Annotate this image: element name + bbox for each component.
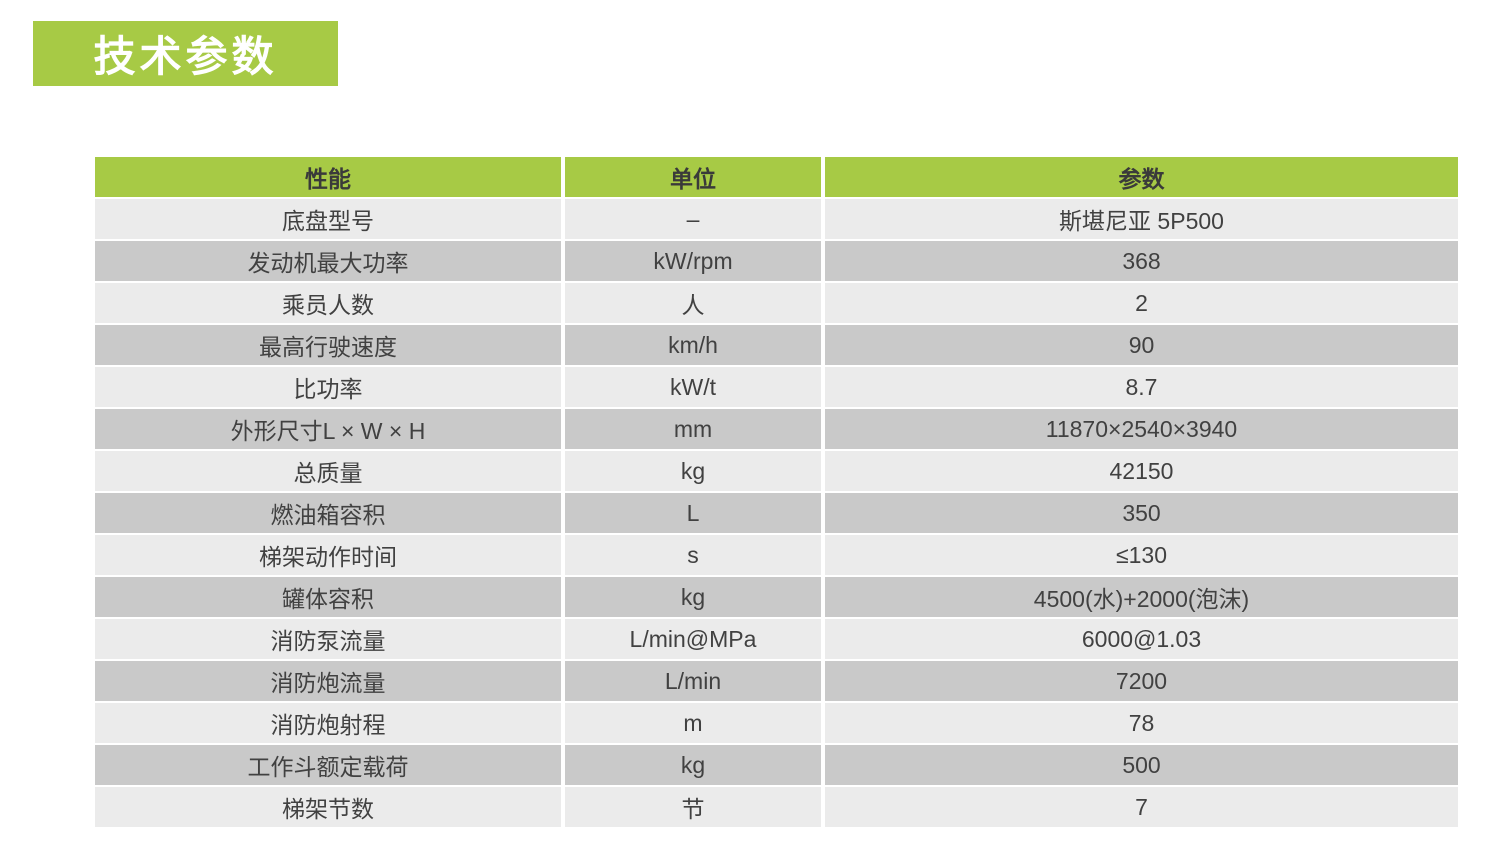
spec-value-cell: 368 [825,241,1458,281]
spec-unit-cell: 节 [565,787,821,827]
spec-unit-cell: kW/rpm [565,241,821,281]
spec-value-cell: 350 [825,493,1458,533]
spec-value-cell: 4500(水)+2000(泡沫) [825,577,1458,617]
page-title: 技术参数 [93,33,278,80]
spec-unit-cell: kg [565,745,821,785]
spec-name-cell: 最高行驶速度 [95,325,561,365]
spec-name-cell: 消防泵流量 [95,619,561,659]
spec-name-cell: 底盘型号 [95,199,561,239]
spec-value-cell: 11870×2540×3940 [825,409,1458,449]
spec-unit-cell: L [565,493,821,533]
spec-name-cell: 总质量 [95,451,561,491]
spec-unit-cell: L/min [565,661,821,701]
spec-name-cell: 乘员人数 [95,283,561,323]
spec-unit-cell: kW/t [565,367,821,407]
spec-value-cell: 7200 [825,661,1458,701]
spec-name-cell: 燃油箱容积 [95,493,561,533]
spec-name-cell: 消防炮流量 [95,661,561,701]
spec-name-cell: 发动机最大功率 [95,241,561,281]
spec-name-cell: 梯架节数 [95,787,561,827]
spec-value-cell: 78 [825,703,1458,743]
spec-unit-cell: kg [565,577,821,617]
spec-name-cell: 消防炮射程 [95,703,561,743]
spec-unit-cell: s [565,535,821,575]
spec-unit-cell: km/h [565,325,821,365]
spec-value-cell: 7 [825,787,1458,827]
column-header: 参数 [825,157,1458,197]
spec-name-cell: 外形尺寸L × W × H [95,409,561,449]
spec-value-cell: 6000@1.03 [825,619,1458,659]
spec-value-cell: 2 [825,283,1458,323]
spec-unit-cell: mm [565,409,821,449]
spec-value-cell: 90 [825,325,1458,365]
spec-name-cell: 工作斗额定载荷 [95,745,561,785]
title-badge: 技术参数 [33,21,338,86]
spec-unit-cell: m [565,703,821,743]
spec-unit-cell: kg [565,451,821,491]
spec-name-cell: 罐体容积 [95,577,561,617]
spec-unit-cell: 人 [565,283,821,323]
spec-table: 性能 单位 参数底盘型号 – 斯堪尼亚 5P500 发动机最大功率 kW/rpm 368 乘员人… [95,157,1458,827]
spec-value-cell: 斯堪尼亚 5P500 [825,199,1458,239]
spec-value-cell: ≤130 [825,535,1458,575]
spec-name-cell: 比功率 [95,367,561,407]
spec-unit-cell: L/min@MPa [565,619,821,659]
spec-unit-cell: – [565,199,821,239]
spec-value-cell: 42150 [825,451,1458,491]
column-header: 单位 [565,157,821,197]
column-header: 性能 [95,157,561,197]
spec-name-cell: 梯架动作时间 [95,535,561,575]
spec-value-cell: 500 [825,745,1458,785]
spec-value-cell: 8.7 [825,367,1458,407]
